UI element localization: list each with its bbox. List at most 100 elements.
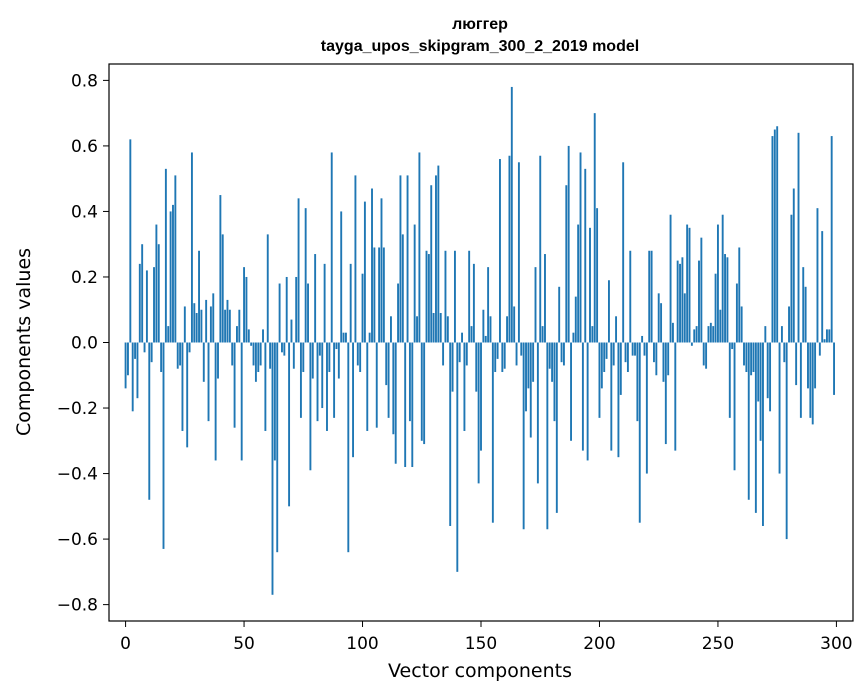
bar-179 bbox=[548, 342, 551, 369]
bar-241 bbox=[695, 326, 698, 343]
bar-232 bbox=[674, 342, 677, 451]
bar-207 bbox=[615, 316, 618, 343]
bar-86 bbox=[328, 342, 331, 372]
bar-184 bbox=[560, 342, 563, 363]
x-tick-label: 300 bbox=[820, 634, 852, 654]
bar-47 bbox=[236, 326, 238, 343]
bar-92 bbox=[342, 332, 345, 343]
bar-24 bbox=[181, 342, 184, 431]
bar-152 bbox=[484, 335, 487, 343]
bar-19 bbox=[169, 211, 172, 343]
bar-217 bbox=[638, 342, 641, 523]
bar-280 bbox=[788, 306, 790, 343]
bar-13 bbox=[155, 224, 158, 343]
bar-62 bbox=[271, 342, 274, 595]
bar-219 bbox=[643, 342, 646, 356]
bar-297 bbox=[828, 329, 831, 343]
bar-73 bbox=[297, 198, 300, 343]
bar-6 bbox=[138, 263, 141, 343]
bar-50 bbox=[243, 267, 246, 343]
bar-11 bbox=[150, 342, 153, 363]
bar-222 bbox=[650, 250, 653, 343]
bar-122 bbox=[413, 224, 416, 343]
bar-221 bbox=[648, 250, 651, 343]
bar-266 bbox=[754, 342, 757, 513]
bar-257 bbox=[733, 342, 736, 471]
bar-151 bbox=[482, 309, 485, 343]
y-tick-label: −0.8 bbox=[57, 596, 98, 616]
bar-166 bbox=[517, 162, 520, 343]
bar-88 bbox=[333, 342, 336, 418]
y-tick-label: −0.4 bbox=[57, 465, 98, 485]
bar-52 bbox=[247, 329, 250, 343]
bar-187 bbox=[567, 145, 570, 343]
bar-228 bbox=[664, 342, 667, 445]
bar-286 bbox=[802, 267, 805, 343]
plot-frame bbox=[108, 63, 854, 622]
bar-157 bbox=[496, 342, 499, 359]
bar-145 bbox=[468, 250, 471, 343]
bar-185 bbox=[562, 342, 565, 366]
bar-150 bbox=[480, 342, 482, 451]
bar-164 bbox=[513, 306, 516, 343]
bar-242 bbox=[698, 260, 700, 343]
bar-211 bbox=[624, 342, 627, 363]
bar-15 bbox=[160, 342, 163, 372]
bar-107 bbox=[378, 247, 381, 343]
bar-295 bbox=[823, 339, 826, 343]
bar-212 bbox=[626, 342, 629, 372]
bar-53 bbox=[250, 342, 253, 346]
bar-254 bbox=[726, 257, 729, 343]
bar-153 bbox=[487, 267, 490, 343]
bar-146 bbox=[470, 326, 473, 343]
bar-283 bbox=[795, 342, 798, 386]
x-tick-label: 0 bbox=[120, 634, 131, 654]
x-tick-label: 100 bbox=[346, 634, 378, 654]
bar-34 bbox=[205, 299, 208, 343]
bar-197 bbox=[591, 326, 594, 343]
bar-155 bbox=[491, 342, 494, 523]
bar-130 bbox=[432, 313, 435, 343]
bar-116 bbox=[399, 175, 402, 343]
bar-94 bbox=[347, 342, 350, 553]
bar-177 bbox=[544, 254, 546, 343]
bar-294 bbox=[821, 231, 824, 343]
bar-192 bbox=[579, 152, 582, 343]
bar-213 bbox=[629, 250, 632, 343]
bar-0 bbox=[124, 342, 127, 389]
bar-14 bbox=[157, 244, 160, 343]
bar-65 bbox=[278, 283, 281, 343]
bar-284 bbox=[797, 132, 800, 343]
bar-214 bbox=[631, 342, 634, 356]
bar-142 bbox=[461, 332, 463, 343]
bar-80 bbox=[314, 254, 317, 343]
bar-293 bbox=[818, 342, 821, 356]
bar-23 bbox=[179, 342, 182, 366]
bar-189 bbox=[572, 332, 575, 343]
bar-21 bbox=[174, 175, 177, 343]
y-tick-label: 0.2 bbox=[71, 268, 98, 288]
bar-208 bbox=[617, 342, 620, 458]
bar-161 bbox=[506, 316, 509, 343]
bar-256 bbox=[731, 342, 734, 350]
y-tick-label: 0.4 bbox=[71, 202, 98, 222]
bar-72 bbox=[295, 276, 298, 343]
chart-title: люггер bbox=[452, 16, 508, 33]
bar-225 bbox=[657, 293, 660, 343]
bar-287 bbox=[804, 286, 807, 343]
bar-64 bbox=[276, 342, 279, 553]
bar-102 bbox=[366, 342, 369, 431]
bar-3 bbox=[131, 342, 134, 412]
bar-216 bbox=[636, 342, 639, 422]
bar-17 bbox=[164, 168, 167, 343]
bar-133 bbox=[439, 313, 442, 343]
bar-135 bbox=[444, 250, 447, 343]
bar-298 bbox=[830, 136, 833, 343]
bar-108 bbox=[380, 198, 383, 343]
bar-235 bbox=[681, 257, 684, 343]
bar-237 bbox=[686, 224, 689, 343]
x-axis-label: Vector components bbox=[388, 660, 572, 682]
bar-58 bbox=[262, 329, 264, 343]
